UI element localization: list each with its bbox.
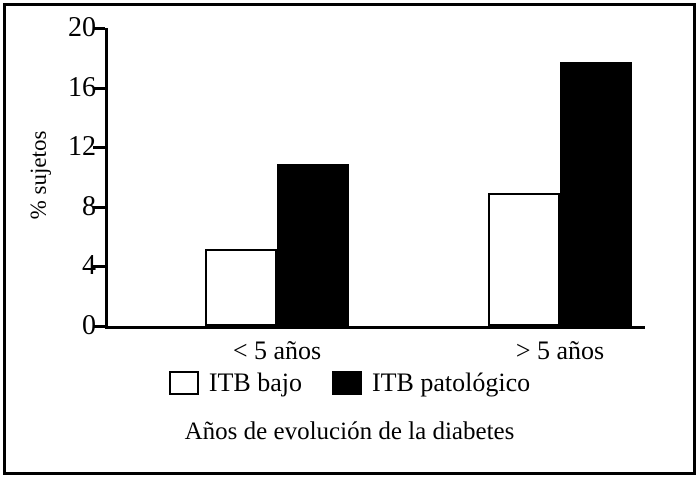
legend-label: ITB patológico — [372, 368, 531, 397]
legend-label: ITB bajo — [208, 368, 302, 397]
y-axis-line — [105, 28, 108, 329]
y-tick-label: 12 — [68, 131, 96, 163]
legend-item-0: ITB bajo — [168, 368, 302, 398]
legend: ITB bajo ITB patológico — [0, 368, 699, 398]
x-tick-label: < 5 años — [232, 336, 322, 365]
bar-series-0-cat-1 — [488, 193, 560, 326]
x-tick-label: > 5 años — [515, 336, 605, 365]
y-tick-mark — [93, 27, 105, 30]
y-tick-mark — [93, 86, 105, 90]
y-tick-mark — [93, 146, 105, 150]
x-axis-title: Años de evolución de la diabetes — [184, 418, 515, 445]
plot-area — [105, 28, 645, 329]
legend-swatch — [332, 371, 362, 395]
x-axis-line — [105, 326, 645, 329]
y-tick-label: 16 — [68, 71, 96, 103]
bar-series-1-cat-0 — [277, 163, 349, 326]
legend-swatch — [168, 371, 199, 395]
bar-series-1-cat-1 — [560, 62, 632, 326]
y-tick-mark — [93, 205, 105, 209]
y-tick-mark — [93, 265, 105, 269]
bar-series-0-cat-0 — [205, 248, 277, 326]
y-tick-label: 8 — [82, 190, 96, 222]
legend-item-1: ITB patológico — [332, 368, 530, 398]
y-tick-label: 0 — [82, 310, 96, 341]
y-tick-mark — [93, 325, 105, 328]
y-axis-title: % sujetos — [26, 130, 51, 220]
y-tick-label: 4 — [82, 250, 96, 282]
y-tick-label: 20 — [68, 12, 96, 43]
